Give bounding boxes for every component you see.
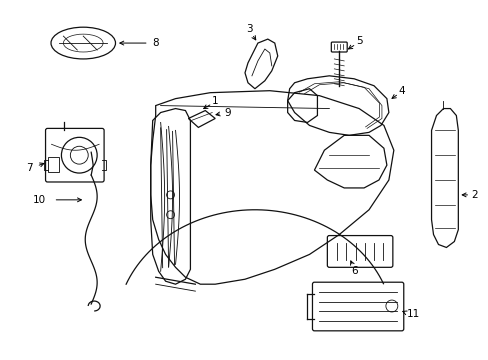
Text: 9: 9	[224, 108, 231, 117]
Text: 4: 4	[398, 86, 404, 96]
Text: 7: 7	[26, 163, 33, 173]
Text: 1: 1	[211, 96, 218, 105]
Text: 6: 6	[350, 266, 357, 276]
Text: 10: 10	[33, 195, 46, 205]
Text: 3: 3	[246, 24, 253, 34]
Text: 2: 2	[470, 190, 477, 200]
Text: 11: 11	[406, 309, 420, 319]
Text: 5: 5	[355, 36, 362, 46]
Text: 8: 8	[152, 38, 159, 48]
